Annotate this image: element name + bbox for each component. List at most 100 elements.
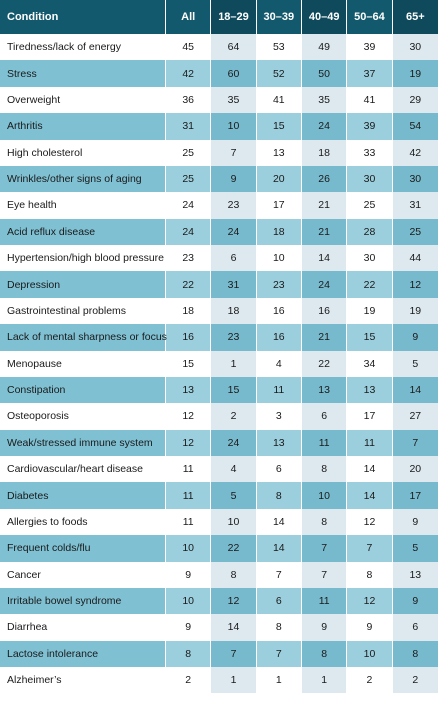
condition-cell: Lack of mental sharpness or focus (0, 324, 167, 351)
age-30-39-cell: 16 (256, 324, 302, 351)
age-40-49-cell: 8 (301, 456, 348, 483)
age-50-64-cell: 19 (347, 297, 393, 325)
table-row: Hypertension/high blood pressure 23 6 10 14 3… (0, 245, 438, 272)
table-row: Acid reflux disease 24 24 18 21 28 25 (0, 218, 438, 245)
all-cell: 36 (166, 86, 212, 114)
age-40-49-cell: 13 (301, 376, 348, 404)
age-50-64-cell: 22 (347, 271, 393, 298)
age-65-plus-cell: 27 (392, 403, 438, 430)
table-row: Wrinkles/other signs of aging 25 9 20 26 30 30 (0, 165, 438, 193)
age-50-64-cell: 34 (347, 350, 393, 377)
age-30-39-cell: 13 (256, 429, 302, 456)
table-row: Menopause 15 1 4 22 34 5 (0, 350, 438, 377)
age-18-29-cell: 15 (211, 376, 257, 404)
table-header: Condition All 18–29 30–39 40–49 50–64 65… (0, 0, 438, 34)
age-65-plus-cell: 2 (392, 667, 438, 694)
condition-cell: Acid reflux disease (0, 218, 166, 245)
header-cell-all: All (166, 0, 212, 34)
age-30-39-cell: 6 (256, 456, 302, 483)
age-18-29-cell: 64 (211, 34, 257, 61)
age-50-64-cell: 9 (347, 614, 393, 641)
age-50-64-cell: 25 (347, 192, 393, 219)
all-cell: 25 (166, 139, 212, 166)
table-row: Tiredness/lack of energy 45 64 53 49 39 30 (0, 34, 438, 61)
age-18-29-cell: 1 (211, 667, 257, 694)
table-row: Eye health 24 23 17 21 25 31 (0, 192, 438, 219)
all-cell: 12 (166, 429, 212, 456)
age-40-49-cell: 24 (301, 271, 348, 298)
age-30-39-cell: 10 (256, 245, 302, 272)
age-30-39-cell: 7 (256, 561, 302, 588)
condition-cell: Stress (0, 60, 166, 87)
condition-cell: Hypertension/high blood pressure (0, 245, 166, 272)
all-cell: 22 (166, 271, 212, 298)
age-18-29-cell: 7 (211, 139, 257, 166)
age-50-64-cell: 28 (347, 218, 393, 245)
age-50-64-cell: 7 (347, 535, 393, 562)
age-40-49-cell: 6 (301, 403, 348, 430)
age-65-plus-cell: 20 (392, 456, 438, 483)
age-65-plus-cell: 42 (392, 139, 438, 166)
age-65-plus-cell: 25 (392, 218, 438, 245)
age-65-plus-cell: 44 (392, 245, 438, 272)
all-cell: 23 (166, 245, 212, 272)
age-18-29-cell: 24 (211, 218, 257, 245)
age-50-64-cell: 41 (347, 86, 393, 114)
age-40-49-cell: 14 (301, 245, 348, 272)
age-40-49-cell: 49 (301, 34, 348, 61)
age-40-49-cell: 21 (301, 218, 348, 245)
age-40-49-cell: 21 (301, 192, 348, 219)
header-cell-65-plus: 65+ (392, 0, 438, 34)
header-cell-18-29: 18–29 (211, 0, 257, 34)
condition-cell: Weak/stressed immune system (0, 429, 166, 456)
condition-cell: Lactose intolerance (0, 640, 166, 667)
all-cell: 8 (166, 640, 212, 667)
table-row: Constipation 13 15 11 13 13 14 (0, 376, 438, 404)
age-65-plus-cell: 9 (392, 587, 438, 615)
age-18-29-cell: 24 (211, 429, 257, 456)
age-50-64-cell: 12 (347, 508, 393, 536)
age-40-49-cell: 8 (301, 640, 348, 667)
age-65-plus-cell: 6 (392, 614, 438, 641)
age-50-64-cell: 33 (347, 139, 393, 166)
age-65-plus-cell: 8 (392, 640, 438, 667)
age-40-49-cell: 10 (301, 482, 348, 509)
age-50-64-cell: 39 (347, 113, 393, 140)
header-row: Condition All 18–29 30–39 40–49 50–64 65… (0, 0, 438, 34)
all-cell: 10 (166, 535, 212, 562)
age-30-39-cell: 13 (256, 139, 302, 166)
age-65-plus-cell: 30 (392, 165, 438, 193)
age-40-49-cell: 35 (301, 86, 348, 114)
age-30-39-cell: 18 (256, 218, 302, 245)
condition-cell: Tiredness/lack of energy (0, 34, 166, 61)
table-row: Stress 42 60 52 50 37 19 (0, 60, 438, 87)
age-30-39-cell: 23 (256, 271, 302, 298)
age-30-39-cell: 7 (256, 640, 302, 667)
age-50-64-cell: 30 (347, 245, 393, 272)
age-50-64-cell: 37 (347, 60, 393, 87)
age-18-29-cell: 5 (211, 482, 257, 509)
table-row: Arthritis 31 10 15 24 39 54 (0, 113, 438, 140)
age-65-plus-cell: 9 (392, 324, 438, 351)
all-cell: 25 (166, 165, 212, 193)
age-30-39-cell: 3 (256, 403, 302, 430)
condition-cell: Osteoporosis (0, 403, 166, 430)
age-30-39-cell: 15 (256, 113, 302, 140)
age-18-29-cell: 2 (211, 403, 257, 430)
age-40-49-cell: 26 (301, 165, 348, 193)
age-50-64-cell: 14 (347, 456, 393, 483)
age-40-49-cell: 7 (301, 535, 348, 562)
all-cell: 11 (166, 482, 212, 509)
condition-cell: Diabetes (0, 482, 166, 509)
table-row: Diabetes 11 5 8 10 14 17 (0, 482, 438, 509)
age-18-29-cell: 8 (211, 561, 257, 588)
age-30-39-cell: 4 (256, 350, 302, 377)
age-40-49-cell: 11 (301, 587, 348, 615)
age-50-64-cell: 30 (347, 165, 393, 193)
age-18-29-cell: 6 (211, 245, 257, 272)
table-row: Allergies to foods 11 10 14 8 12 9 (0, 508, 438, 536)
age-30-39-cell: 20 (256, 165, 302, 193)
age-65-plus-cell: 30 (392, 34, 438, 61)
age-40-49-cell: 16 (301, 297, 348, 325)
condition-cell: Arthritis (0, 113, 166, 140)
